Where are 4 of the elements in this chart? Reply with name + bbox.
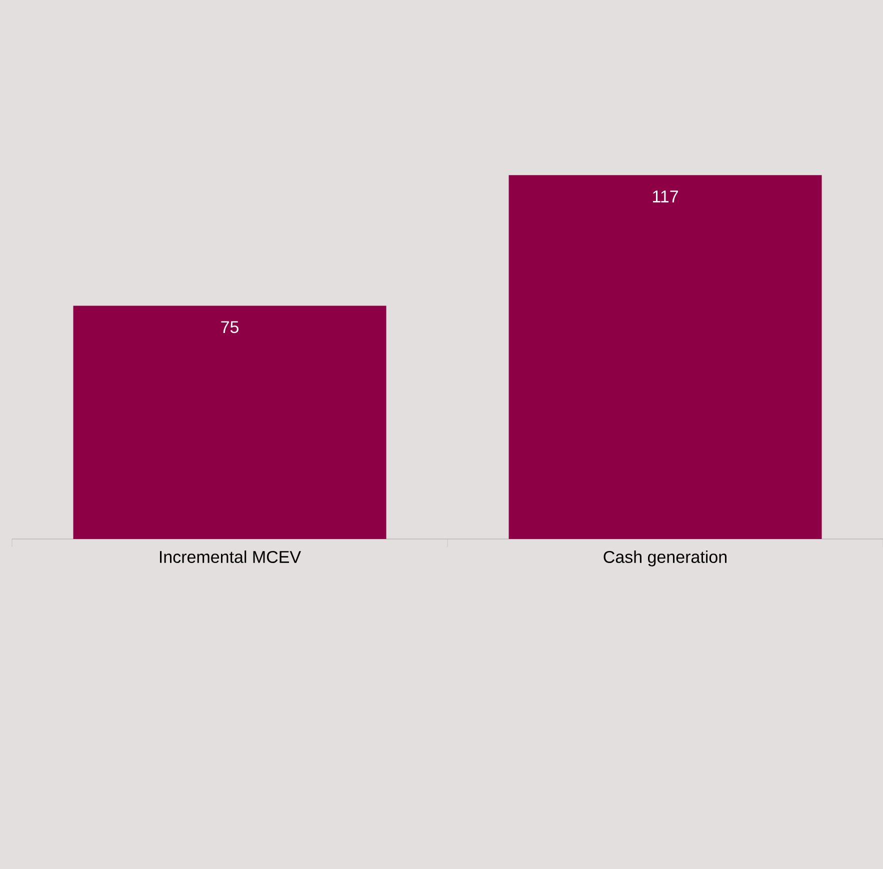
data-label: 117 [653,190,678,202]
data-label: 75 [221,321,238,334]
x-tick-label: Cash generation [604,550,726,566]
x-tick-label: Incremental MCEV [160,550,301,563]
